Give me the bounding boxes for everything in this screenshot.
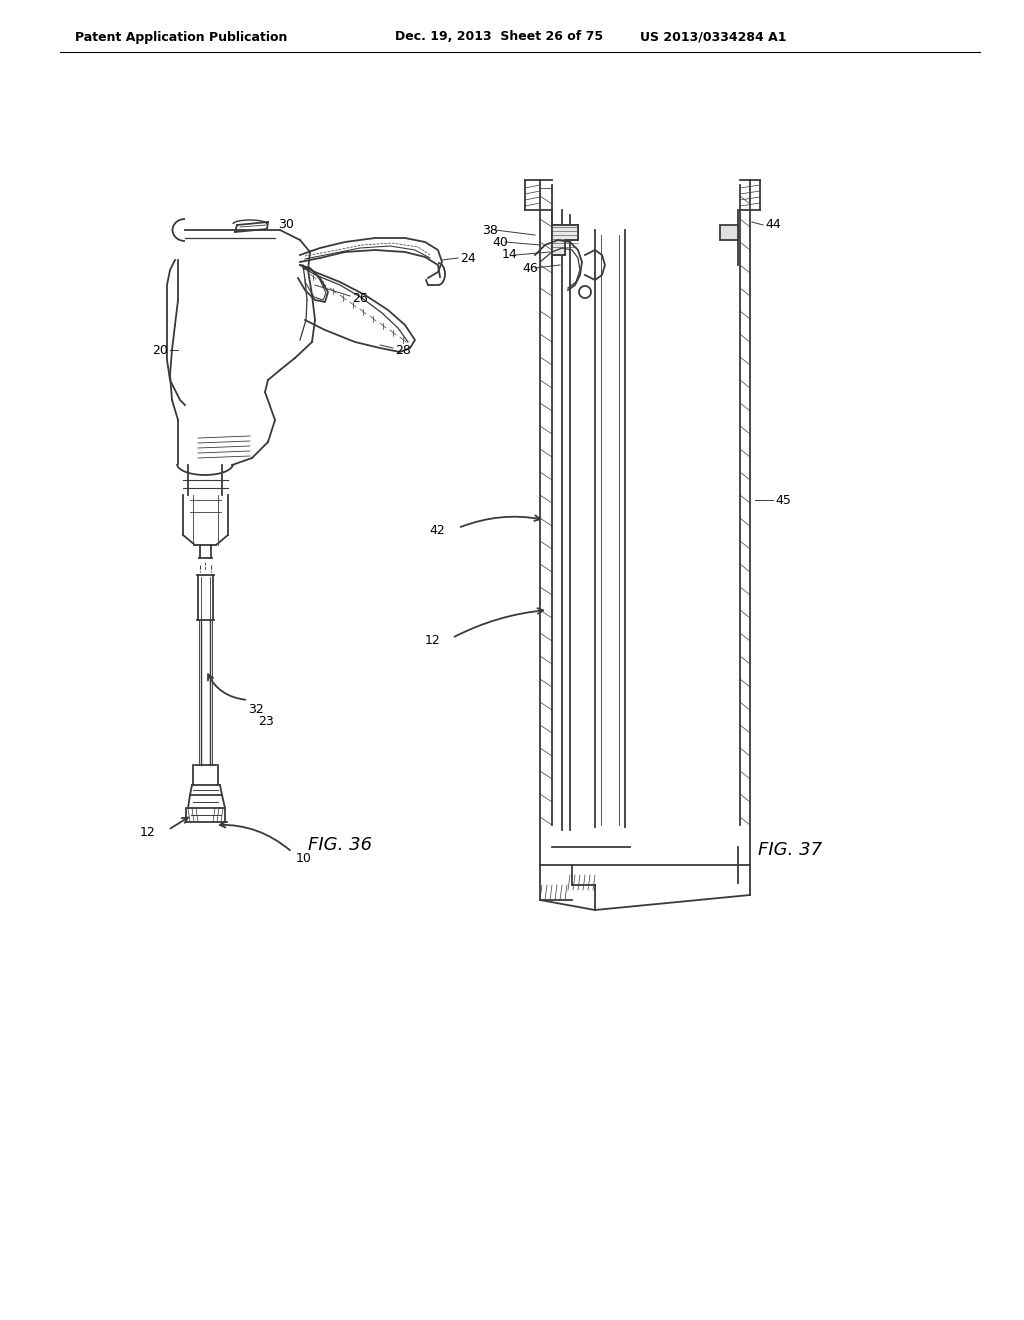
Text: 40: 40: [492, 235, 508, 248]
Text: 42: 42: [429, 524, 445, 536]
Text: FIG. 37: FIG. 37: [758, 841, 822, 859]
Polygon shape: [552, 224, 578, 255]
Text: 32: 32: [248, 704, 264, 715]
Text: FIG. 36: FIG. 36: [308, 836, 372, 854]
Text: 44: 44: [765, 219, 780, 231]
Text: 14: 14: [502, 248, 518, 261]
Text: 30: 30: [278, 219, 294, 231]
Text: 24: 24: [460, 252, 476, 264]
Text: 20: 20: [153, 343, 168, 356]
Text: 23: 23: [258, 715, 273, 729]
Text: 38: 38: [482, 223, 498, 236]
Text: Patent Application Publication: Patent Application Publication: [75, 30, 288, 44]
Text: US 2013/0334284 A1: US 2013/0334284 A1: [640, 30, 786, 44]
Polygon shape: [720, 224, 738, 240]
Text: Dec. 19, 2013  Sheet 26 of 75: Dec. 19, 2013 Sheet 26 of 75: [395, 30, 603, 44]
Text: 26: 26: [352, 292, 368, 305]
Text: 10: 10: [296, 851, 312, 865]
Text: 28: 28: [395, 343, 411, 356]
Text: 12: 12: [424, 634, 440, 647]
Text: 45: 45: [775, 494, 791, 507]
Text: 46: 46: [522, 261, 538, 275]
Text: 12: 12: [139, 826, 155, 840]
